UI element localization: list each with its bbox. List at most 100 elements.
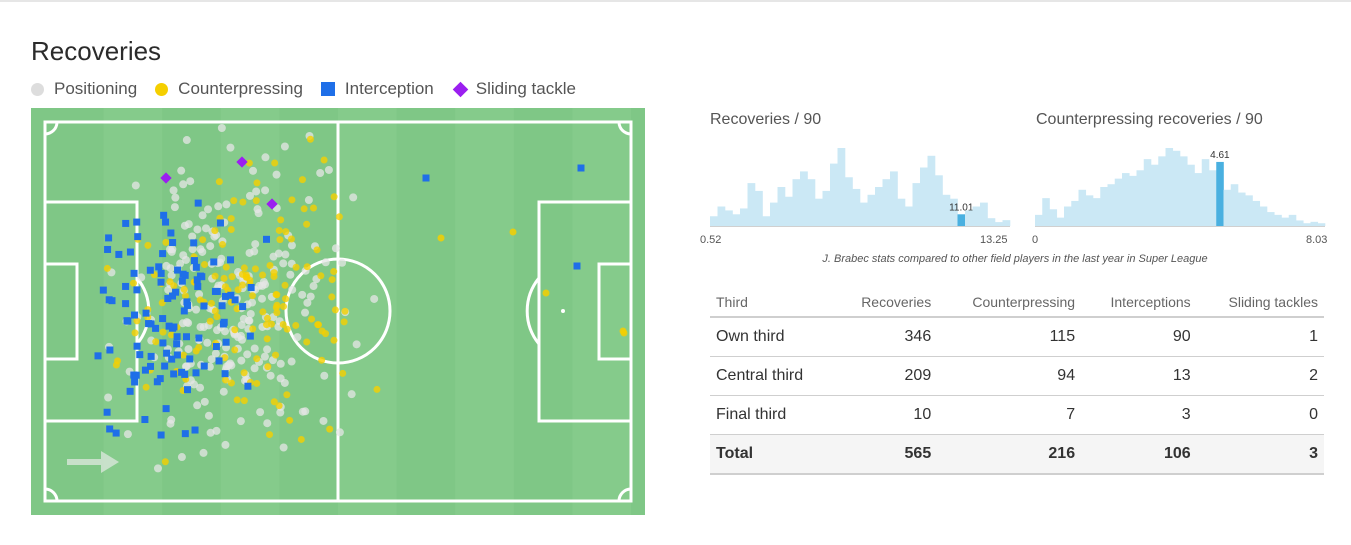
interception-point <box>198 273 206 281</box>
positioning-point <box>253 205 262 214</box>
interception-point <box>222 338 230 346</box>
interception-point <box>165 322 173 330</box>
positioning-point <box>321 258 330 267</box>
interception-point <box>181 271 189 279</box>
positioning-point <box>301 407 310 416</box>
interception-point <box>190 257 198 265</box>
interception-point <box>191 426 199 434</box>
histogram-bar <box>1158 156 1166 226</box>
legend-label: Interception <box>344 79 434 98</box>
column-header-interceptions[interactable]: Interceptions <box>1081 288 1197 318</box>
interception-point <box>124 317 132 325</box>
interception-point <box>193 276 201 284</box>
interception-point <box>422 174 430 182</box>
histogram-title: Counterpressing recoveries / 90 <box>1036 111 1263 128</box>
interception-point <box>216 219 224 227</box>
counterpressing-point <box>142 383 150 391</box>
histogram-bar <box>800 171 808 226</box>
positioning-point <box>198 211 207 220</box>
counterpressing-point <box>339 369 347 377</box>
counterpressing-point <box>509 228 517 236</box>
column-header-counterpressing[interactable]: Counterpressing <box>937 288 1082 318</box>
interception-point <box>147 362 155 370</box>
positioning-point <box>279 443 288 452</box>
histogram-bar <box>995 222 1003 226</box>
counterpressing-point <box>275 402 283 410</box>
positioning-point <box>217 124 226 132</box>
legend-item-positioning[interactable]: Positioning <box>31 79 137 99</box>
interception-point <box>146 266 154 274</box>
interception-point <box>133 286 141 294</box>
histogram-bar <box>785 196 793 226</box>
positioning-point <box>238 335 247 344</box>
counterpressing-point <box>231 346 239 354</box>
counterpressing-point <box>275 226 283 234</box>
histogram-bar <box>1230 184 1239 226</box>
positioning-point <box>249 166 258 175</box>
counterpressing-point <box>253 179 261 187</box>
counterpressing-point <box>271 159 279 167</box>
positioning-point <box>205 362 214 371</box>
counterpressing-point <box>264 363 272 371</box>
counterpressing-point <box>238 270 246 278</box>
histogram-bar <box>980 202 988 226</box>
interception-point <box>180 307 188 315</box>
column-header-sliding-tackles[interactable]: Sliding tackles <box>1196 288 1324 318</box>
interception-point <box>183 333 191 341</box>
recoveries-by-third-table: Third Recoveries Counterpressing Interce… <box>710 288 1324 475</box>
legend-item-interception[interactable]: Interception <box>320 79 434 99</box>
counterpressing-point <box>330 336 338 344</box>
column-header-third[interactable]: Third <box>710 288 835 318</box>
interception-point <box>169 292 177 300</box>
histogram-max-label: 13.25 <box>980 234 1008 246</box>
positioning-point <box>250 364 259 373</box>
positioning-point <box>301 308 310 317</box>
legend-item-sliding-tackle[interactable]: Sliding tackle <box>452 79 576 99</box>
column-header-recoveries[interactable]: Recoveries <box>834 288 938 318</box>
interception-point <box>181 430 189 438</box>
histogram-bar <box>875 187 883 226</box>
positioning-point <box>177 166 186 175</box>
histogram-bar <box>1078 189 1087 226</box>
positioning-point <box>202 224 211 233</box>
cell-sliding-tackles: 3 <box>1196 434 1324 475</box>
interception-point <box>161 362 169 370</box>
counterpressing-point <box>181 292 189 300</box>
positioning-point <box>279 259 288 268</box>
histogram-bar <box>1267 212 1275 226</box>
counterpressing-point <box>276 236 284 244</box>
counterpressing-point <box>211 307 219 315</box>
recoveries-pitch-map <box>31 108 645 515</box>
positioning-point <box>188 232 197 241</box>
counterpressing-point <box>303 220 311 228</box>
interception-point <box>577 164 585 172</box>
cell-third: Final third <box>710 395 835 435</box>
counterpressing-point <box>328 276 336 284</box>
comparison-caption: J. Brabec stats compared to other field … <box>822 253 1208 265</box>
cell-recoveries: 346 <box>834 317 938 357</box>
positioning-point <box>331 244 340 253</box>
positioning-point <box>181 362 190 371</box>
counterpressing-point <box>180 285 188 293</box>
positioning-point <box>176 259 185 268</box>
counterpressing-point <box>297 435 305 443</box>
cell-counterpressing: 94 <box>937 356 1082 396</box>
interception-point <box>122 300 130 308</box>
interception-point <box>172 288 180 296</box>
cell-counterpressing: 7 <box>937 395 1082 435</box>
positioning-point <box>370 294 379 303</box>
cell-sliding-tackles: 2 <box>1196 356 1324 396</box>
counterpressing-point <box>282 295 290 303</box>
counterpressing-point <box>221 354 229 362</box>
histogram-bar <box>897 198 906 226</box>
cell-counterpressing: 115 <box>937 317 1082 357</box>
positioning-point <box>266 371 275 380</box>
legend-item-counterpressing[interactable]: Counterpressing <box>155 79 303 99</box>
histogram-min-label: 0.52 <box>700 234 722 246</box>
table-header-row: Third Recoveries Counterpressing Interce… <box>710 288 1324 318</box>
positioning-point <box>276 359 285 368</box>
histogram-bar <box>965 210 973 226</box>
histogram-bar <box>905 206 913 226</box>
interception-point <box>183 298 191 306</box>
table-total-row: Total 565 216 106 3 <box>710 434 1324 475</box>
